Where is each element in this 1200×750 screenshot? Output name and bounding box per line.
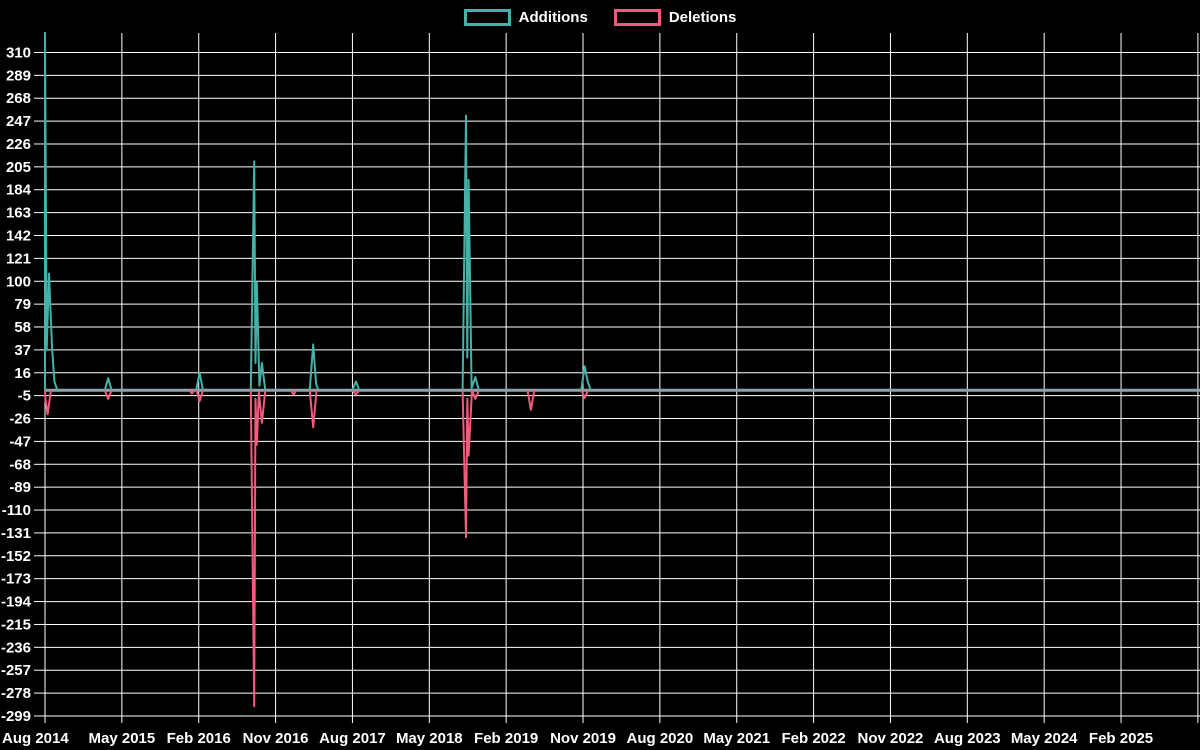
x-tick-label: Feb 2019 bbox=[474, 730, 538, 747]
x-tick-label: Nov 2019 bbox=[550, 730, 616, 747]
x-tick-label: Aug 2014 bbox=[2, 730, 69, 747]
x-tick-label: Nov 2022 bbox=[858, 730, 924, 747]
y-tick-label: 37 bbox=[14, 342, 31, 359]
y-tick-label: -299 bbox=[1, 708, 31, 725]
y-tick-label: 100 bbox=[6, 273, 31, 290]
y-tick-label: 184 bbox=[6, 182, 32, 199]
x-tick-label: May 2021 bbox=[703, 730, 770, 747]
y-tick-label: -110 bbox=[2, 502, 31, 519]
y-tick-label: 163 bbox=[6, 205, 31, 222]
y-tick-label: -278 bbox=[1, 685, 31, 702]
y-tick-label: 289 bbox=[6, 67, 31, 84]
y-tick-label: 268 bbox=[6, 90, 31, 107]
x-tick-label: Feb 2016 bbox=[167, 730, 231, 747]
y-tick-label: 310 bbox=[6, 44, 31, 61]
x-tick-label: Aug 2017 bbox=[319, 730, 386, 747]
x-tick-label: Aug 2023 bbox=[934, 730, 1001, 747]
y-tick-label: -68 bbox=[9, 456, 31, 473]
x-tick-label: May 2018 bbox=[396, 730, 463, 747]
y-tick-label: 121 bbox=[6, 250, 31, 267]
y-tick-label: -194 bbox=[1, 594, 32, 611]
x-tick-label: Nov 2016 bbox=[243, 730, 309, 747]
y-tick-label: -26 bbox=[9, 411, 31, 428]
y-tick-label: 142 bbox=[6, 227, 31, 244]
y-tick-label: 16 bbox=[14, 365, 31, 382]
y-tick-label: -89 bbox=[9, 479, 31, 496]
y-tick-label: 226 bbox=[6, 136, 31, 153]
x-tick-label: Feb 2022 bbox=[781, 730, 845, 747]
y-tick-label: -236 bbox=[1, 639, 31, 656]
axis-labels: 310 289 268 247 226 205 184 163 142 121 100 79 58 37 1… bbox=[1, 44, 1153, 747]
legend-item-deletions[interactable]: Deletions bbox=[613, 9, 737, 26]
y-tick-label: -47 bbox=[9, 433, 31, 450]
legend-item-additions[interactable]: Additions bbox=[463, 9, 588, 26]
y-tick-label: -215 bbox=[1, 616, 31, 633]
y-tick-label: -152 bbox=[1, 548, 31, 565]
series-deletions bbox=[44, 389, 590, 708]
chart-legend: Additions Deletions bbox=[0, 9, 1200, 26]
y-tick-label: 247 bbox=[6, 113, 31, 130]
deletions-swatch-icon bbox=[613, 9, 661, 26]
y-tick-label: 58 bbox=[14, 319, 31, 336]
x-tick-label: Feb 2025 bbox=[1089, 730, 1153, 747]
x-tick-label: May 2024 bbox=[1011, 730, 1078, 747]
series-additions bbox=[44, 31, 592, 391]
y-tick-label: 79 bbox=[14, 296, 31, 313]
x-tick-label: Aug 2020 bbox=[627, 730, 694, 747]
y-tick-label: -257 bbox=[1, 662, 31, 679]
x-tick-label: May 2015 bbox=[89, 730, 156, 747]
gridlines bbox=[34, 33, 1200, 723]
y-tick-label: -173 bbox=[1, 571, 31, 588]
additions-swatch-icon bbox=[463, 9, 511, 26]
y-tick-label: -131 bbox=[1, 525, 31, 542]
legend-label-additions: Additions bbox=[518, 9, 588, 26]
y-tick-label: -5 bbox=[18, 388, 31, 405]
legend-label-deletions: Deletions bbox=[668, 9, 737, 26]
y-tick-label: 205 bbox=[6, 159, 31, 176]
